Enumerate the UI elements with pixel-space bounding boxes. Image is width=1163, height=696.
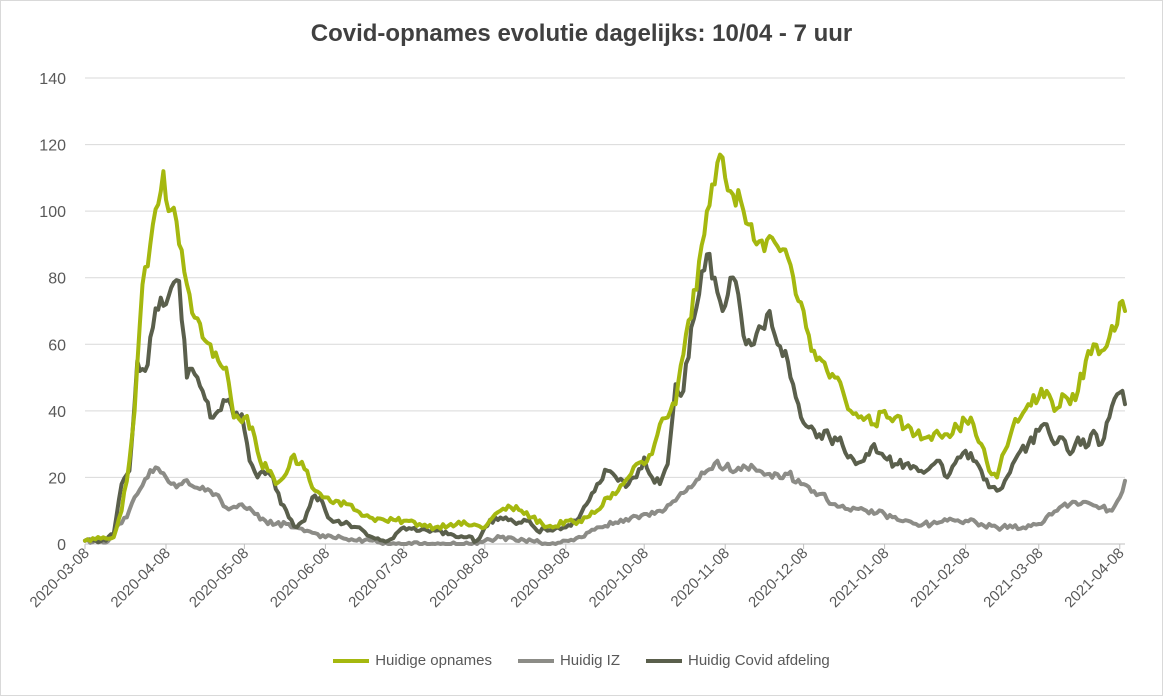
x-tick-label: 2021-01-08 — [826, 545, 892, 611]
y-tick-label: 100 — [39, 204, 66, 221]
legend-item: Huidig Covid afdeling — [646, 652, 830, 669]
y-tick-label: 20 — [48, 470, 66, 487]
y-tick-label: 140 — [39, 71, 66, 88]
x-tick-label: 2020-09-08 — [507, 545, 573, 611]
x-tick-label: 2020-06-08 — [267, 545, 333, 611]
chart-title: Covid-opnames evolutie dagelijks: 10/04 … — [310, 20, 853, 47]
x-tick-label: 2020-04-08 — [108, 545, 174, 611]
legend-item: Huidige opnames — [333, 652, 492, 669]
x-tick-label: 2020-03-08 — [27, 545, 93, 611]
chart-legend: Huidige opnames Huidig IZ Huidig Covid afd… — [0, 652, 1163, 669]
x-tick-label: 2020-12-08 — [745, 545, 811, 611]
legend-label: Huidig IZ — [559, 652, 620, 669]
x-tick-label: 2020-07-08 — [345, 545, 411, 611]
series-line — [83, 251, 1127, 545]
legend-swatch — [517, 658, 554, 663]
y-tick-label: 120 — [39, 138, 66, 155]
y-tick-label: 40 — [48, 404, 66, 421]
x-tick-label: 2021-03-08 — [980, 545, 1046, 611]
x-tick-label: 2020-08-08 — [426, 545, 492, 611]
y-tick-label: 80 — [48, 271, 66, 288]
x-tick-label: 2020-05-08 — [186, 545, 252, 611]
legend-label: Huidig Covid afdeling — [688, 652, 830, 669]
legend-swatch — [646, 658, 682, 663]
x-tick-label: 2020-10-08 — [586, 545, 652, 611]
series-line — [83, 152, 1127, 543]
x-tick-label: 2021-02-08 — [907, 545, 973, 611]
series-line — [83, 458, 1127, 546]
legend-item: Huidig IZ — [517, 652, 620, 669]
x-tick-label: 2020-11-08 — [668, 545, 733, 610]
x-tick-label: 2021-04-08 — [1061, 545, 1127, 611]
y-tick-label: 60 — [48, 337, 66, 354]
legend-label: Huidige opnames — [375, 652, 492, 669]
legend-swatch — [333, 658, 370, 663]
y-tick-label: 0 — [57, 537, 66, 554]
